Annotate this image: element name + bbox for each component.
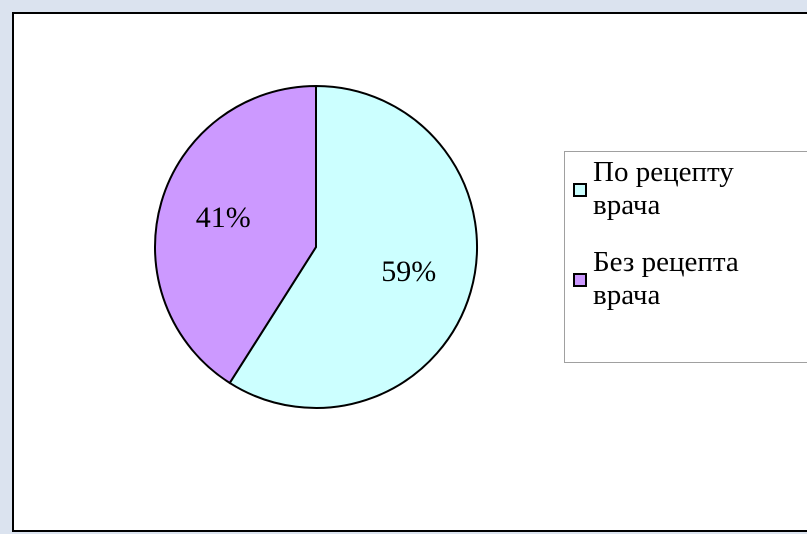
chart-legend: По рецепту врача Без рецепта врача bbox=[564, 151, 807, 363]
pie-slice-label-0: 59% bbox=[381, 255, 436, 288]
legend-label-1-line-2: врача bbox=[593, 279, 661, 311]
pie-labels: 59% 41% bbox=[196, 201, 437, 288]
pie-slice-label-1: 41% bbox=[196, 201, 251, 234]
legend-label-0-line-1: По рецепту bbox=[593, 156, 734, 188]
legend-swatch-1 bbox=[573, 273, 587, 287]
legend-label-1: Без рецепта врача bbox=[593, 246, 807, 312]
chart-area: 59% 41% По рецепту врача Без рецепта врач… bbox=[12, 12, 807, 532]
legend-label-0: По рецепту врача bbox=[593, 156, 807, 222]
pie-slice-0 bbox=[228, 84, 478, 409]
legend-label-0-line-2: врача bbox=[593, 189, 661, 221]
pie-chart: 59% 41% bbox=[154, 84, 478, 409]
legend-label-1-line-1: Без рецепта bbox=[593, 246, 739, 278]
pie-slice-1 bbox=[154, 84, 317, 385]
pie-slices bbox=[154, 84, 478, 409]
legend-swatch-0 bbox=[573, 183, 587, 197]
